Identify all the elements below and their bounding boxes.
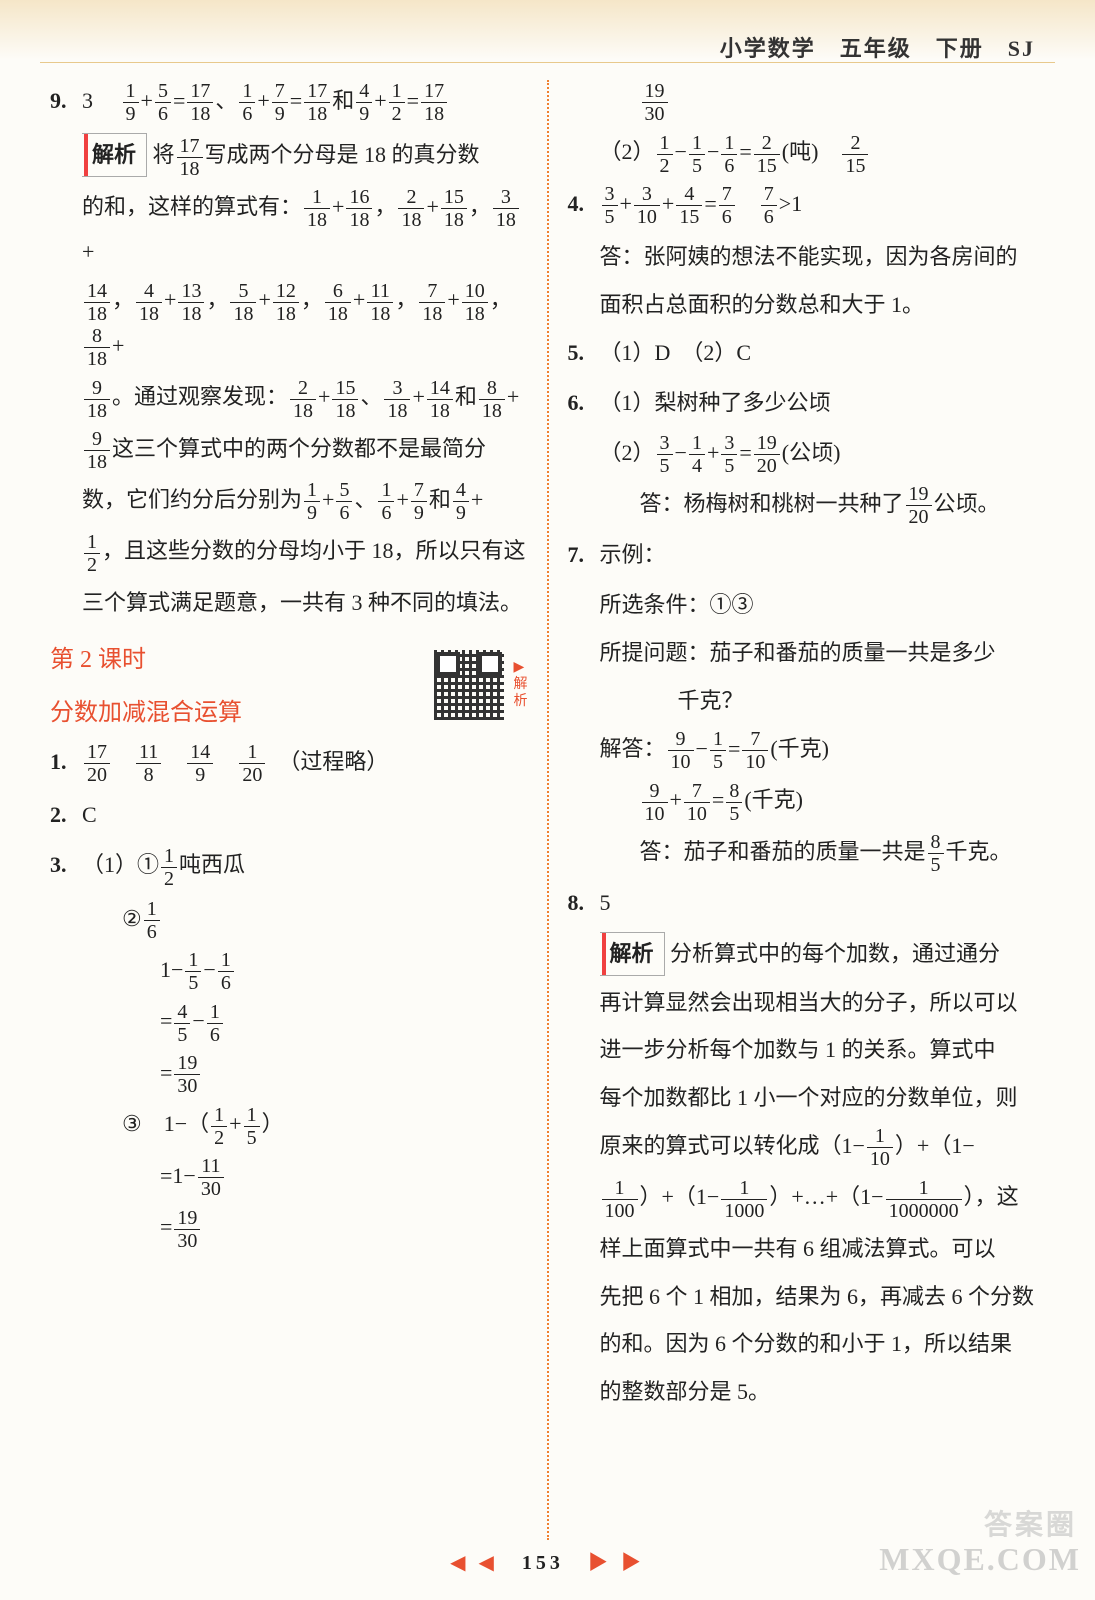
q8-line: 的和。因为 6 个分数的和小于 1，所以结果 (568, 1323, 1046, 1365)
q8-line: 原来的算式可以转化成（1−110）+（1− (568, 1125, 1046, 1170)
question-7: 7.示例： (568, 534, 1046, 576)
q9-jiexi: 解析 将1718写成两个分母是 18 的真分数 (50, 133, 528, 179)
q7-ans: 答：茄子和番茄的质量一共是85千克。 (568, 831, 1046, 876)
q9-body: 3 19+56=1718、16+79=1718和49+12=1718 (82, 80, 528, 125)
qr-label: ▶解析 (514, 660, 528, 710)
q7-l5: 910+710=85(千克) (568, 779, 1046, 824)
q8-line: 样上面算式中一共有 6 组减法算式。可以 (568, 1228, 1046, 1270)
q9-line: 三个算式满足题意，一共有 3 种不同的填法。 (50, 582, 528, 624)
q6-ans: 答：杨梅树和桃树一共种了1920公顷。 (568, 483, 1046, 528)
q7-l3: 所提问题：茄子和番茄的质量一共是多少 (568, 632, 1046, 674)
q3-part2: （2）12−15−16=215(吨) 215 (568, 131, 1046, 176)
q8-line: 先把 6 个 1 相加，结果为 6，再减去 6 个分数 (568, 1276, 1046, 1318)
q4-ans: 面积占总面积的分数总和大于 1。 (568, 284, 1046, 326)
q9-prefix: 3 (82, 88, 115, 113)
q9-line: 1418，418+1318，518+1218，618+1118，718+1018… (50, 279, 528, 370)
q3-sub3: ③ 1−（12+15） (50, 1103, 528, 1148)
q6-l2: （2）35−14+35=1920(公顷) (568, 432, 1046, 477)
q8-line: 进一步分析每个加数与 1 的关系。算式中 (568, 1029, 1046, 1071)
content-columns: 9. 3 19+56=1718、16+79=1718和49+12=1718 解析… (50, 80, 1045, 1540)
q3-calc: =1930 (50, 1052, 528, 1097)
question-9: 9. 3 19+56=1718、16+79=1718和49+12=1718 (50, 80, 528, 125)
q3-sub: ②16 (50, 898, 528, 943)
q8-jiexi: 解析 分析算式中的每个加数，通过通分 (568, 932, 1046, 976)
q3-calc: =45−16 (50, 1000, 528, 1045)
q9-line: 的和，这样的算式有：118+1618，218+1518，318+ (50, 186, 528, 273)
q3-calc: 1−15−16 (50, 949, 528, 994)
jiexi-label: 解析 (84, 134, 136, 176)
q9-line: 918这三个算式中的两个分数都不是最简分 (50, 428, 528, 473)
q7-l2: 所选条件：①③ (568, 584, 1046, 626)
watermark-bottom: MXQE.COM (879, 1529, 1081, 1590)
q9-line: 918。通过观察发现：218+1518、318+1418和818+ (50, 376, 528, 421)
question-3: 3. （1）①12吨西瓜 (50, 844, 528, 889)
section-heading-row: 第 2 课时 分数加减混合运算 ▶解析 (50, 630, 528, 741)
qr-block: ▶解析 (414, 650, 528, 720)
question-8: 8.5 (568, 882, 1046, 924)
page-header: 小学数学 五年级 下册 SJ (720, 28, 1035, 70)
q3-col2-top: 1930 (568, 80, 1046, 125)
question-4: 4. 35+310+415=76 76>1 (568, 183, 1046, 228)
header-rule (40, 62, 1055, 63)
q8-line: 的整数部分是 5。 (568, 1371, 1046, 1413)
q9-number: 9. (50, 80, 82, 122)
q8-line: 每个加数都比 1 小一个对应的分数单位，则 (568, 1077, 1046, 1119)
q9-line: 12，且这些分数的分母均小于 18，所以只有这 (50, 530, 528, 575)
frac: 19 (123, 80, 139, 125)
q4-ans: 答：张阿姨的想法不能实现，因为各房间的 (568, 236, 1046, 278)
q8-line: 1100）+（1−11000）+…+（1−11000000），这 (568, 1176, 1046, 1221)
question-1: 1. 1720 118 149 120 （过程略） (50, 741, 528, 786)
q3-calc: =1930 (50, 1206, 528, 1251)
q9-line: 数，它们约分后分别为19+56、16+79和49+ (50, 479, 528, 524)
lesson-title: 分数加减混合运算 (50, 691, 242, 737)
q7-l3b: 千克？ (568, 680, 1046, 722)
question-5: 5.（1）D （2）C (568, 332, 1046, 374)
q7-l4: 解答：910−15=710(千克) (568, 728, 1046, 773)
qr-code-icon[interactable] (434, 650, 504, 720)
jiexi-label: 解析 (602, 933, 654, 975)
lesson-number: 第 2 课时 (50, 638, 242, 684)
q3-calc: =1−1130 (50, 1155, 528, 1200)
question-6: 6.（1）梨树种了多少公顷 (568, 382, 1046, 424)
q8-line: 再计算显然会出现相当大的分子，所以可以 (568, 982, 1046, 1024)
question-2: 2. C (50, 794, 528, 836)
